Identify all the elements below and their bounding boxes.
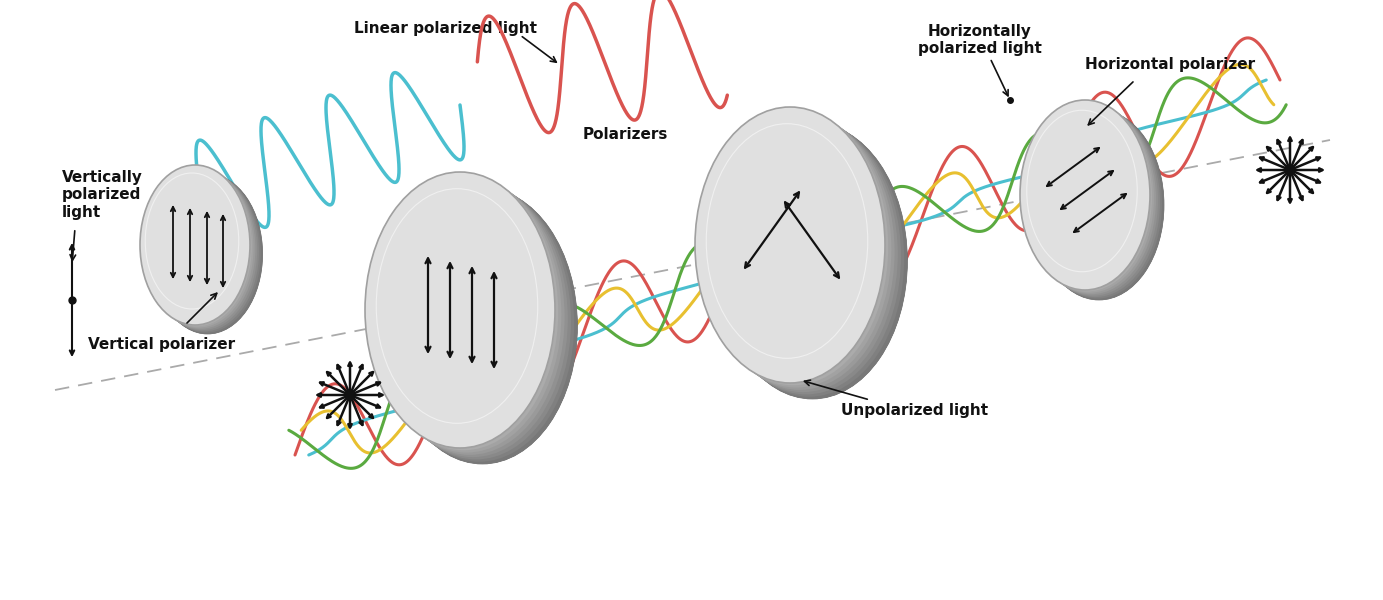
Text: Vertically
polarized
light: Vertically polarized light bbox=[62, 170, 142, 220]
Ellipse shape bbox=[152, 174, 263, 334]
Ellipse shape bbox=[140, 165, 250, 325]
Ellipse shape bbox=[708, 116, 898, 392]
Ellipse shape bbox=[1030, 107, 1160, 297]
Ellipse shape bbox=[1021, 100, 1151, 290]
Ellipse shape bbox=[696, 107, 885, 383]
Ellipse shape bbox=[698, 109, 888, 385]
Text: Horizontal polarizer: Horizontal polarizer bbox=[1084, 58, 1254, 73]
Ellipse shape bbox=[372, 176, 561, 452]
Ellipse shape bbox=[718, 123, 907, 399]
Ellipse shape bbox=[140, 165, 250, 325]
Ellipse shape bbox=[701, 112, 892, 388]
Ellipse shape bbox=[704, 114, 895, 390]
Ellipse shape bbox=[368, 174, 559, 450]
Ellipse shape bbox=[149, 172, 259, 331]
Ellipse shape bbox=[1034, 110, 1164, 300]
Text: Polarizers: Polarizers bbox=[582, 127, 668, 142]
Ellipse shape bbox=[145, 169, 256, 329]
Ellipse shape bbox=[142, 166, 252, 326]
Ellipse shape bbox=[387, 188, 577, 464]
Ellipse shape bbox=[1028, 106, 1158, 296]
Ellipse shape bbox=[365, 172, 555, 448]
Text: Vertical polarizer: Vertical polarizer bbox=[89, 337, 235, 353]
Ellipse shape bbox=[714, 121, 904, 397]
Ellipse shape bbox=[1026, 104, 1156, 294]
Text: Horizontally
polarized light: Horizontally polarized light bbox=[918, 24, 1041, 56]
Ellipse shape bbox=[696, 107, 885, 383]
Ellipse shape bbox=[378, 181, 568, 457]
Ellipse shape bbox=[1022, 101, 1152, 292]
Ellipse shape bbox=[1021, 100, 1151, 290]
Ellipse shape bbox=[151, 173, 261, 333]
Ellipse shape bbox=[380, 184, 571, 460]
Ellipse shape bbox=[375, 179, 564, 455]
Text: Linear polarized light: Linear polarized light bbox=[354, 20, 537, 35]
Ellipse shape bbox=[1032, 109, 1162, 299]
Ellipse shape bbox=[147, 170, 257, 330]
Text: Unpolarized light: Unpolarized light bbox=[841, 403, 989, 418]
Ellipse shape bbox=[152, 174, 263, 334]
Ellipse shape bbox=[144, 167, 253, 328]
Ellipse shape bbox=[1023, 103, 1153, 293]
Ellipse shape bbox=[387, 188, 577, 464]
Ellipse shape bbox=[718, 123, 907, 399]
Ellipse shape bbox=[365, 172, 555, 448]
Ellipse shape bbox=[384, 186, 574, 462]
Ellipse shape bbox=[711, 118, 900, 394]
Ellipse shape bbox=[1034, 110, 1164, 300]
